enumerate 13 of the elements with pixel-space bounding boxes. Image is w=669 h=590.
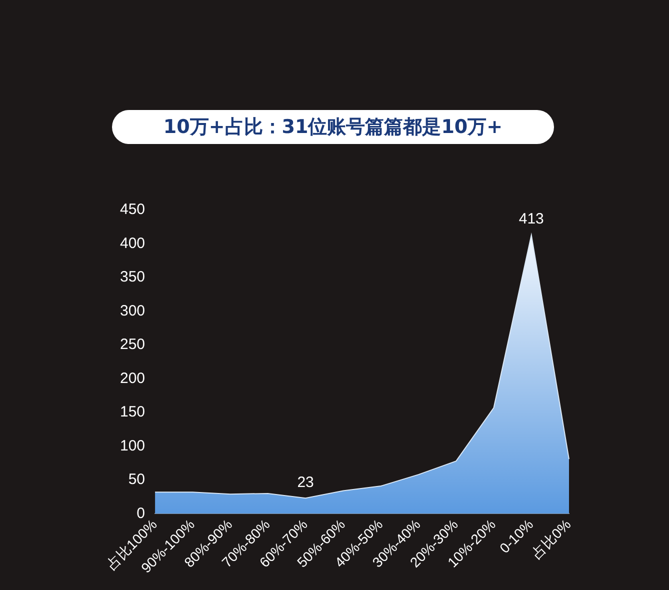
y-tick-label: 0	[136, 504, 146, 522]
y-tick-label: 150	[120, 404, 146, 421]
data-label: 23	[297, 474, 314, 491]
y-tick-label: 400	[120, 234, 146, 252]
y-tick-label: 100	[120, 437, 146, 454]
y-tick-label: 200	[120, 370, 146, 387]
y-tick-label: 450	[120, 201, 146, 218]
y-tick-label: 250	[120, 336, 146, 354]
chart-title: 10万+占比：31位账号篇篇都是10万+	[112, 110, 554, 144]
y-tick-label: 300	[120, 302, 146, 320]
y-tick-label: 350	[120, 268, 146, 286]
data-label: 413	[518, 210, 544, 228]
y-tick-label: 50	[128, 471, 146, 488]
